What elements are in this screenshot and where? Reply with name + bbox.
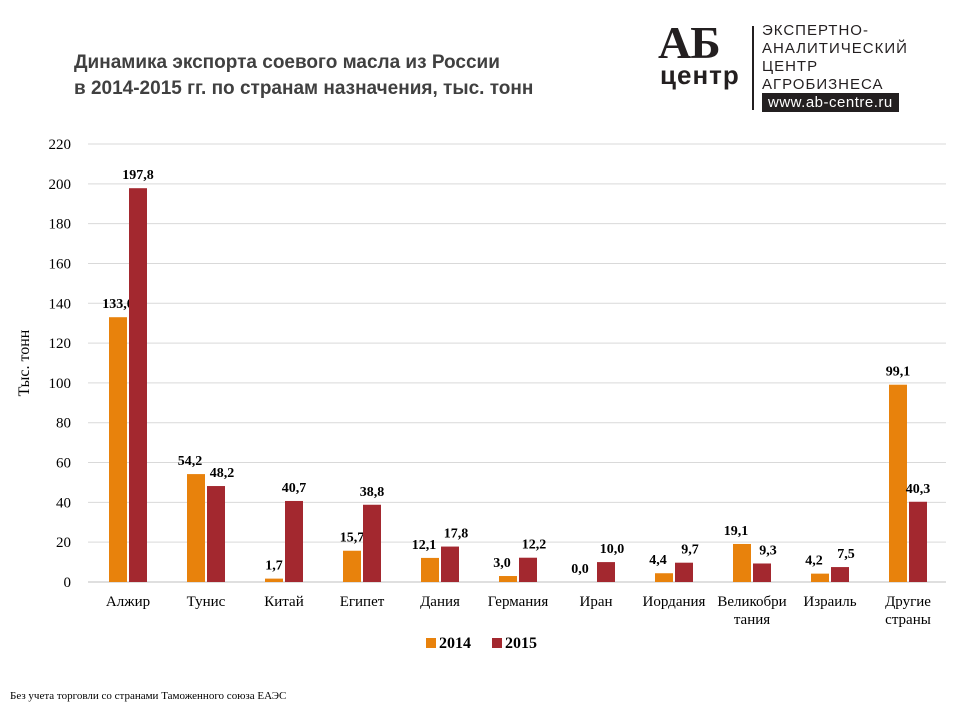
x-tick-label-3-0: Египет: [340, 594, 385, 610]
data-label-2015-5: 12,2: [522, 538, 547, 553]
y-tick-label-100: 100: [49, 376, 72, 392]
legend-swatch-2015: [492, 638, 502, 648]
logo-mark-top: АБ: [658, 17, 721, 68]
data-label-2015-2: 40,7: [282, 481, 307, 496]
legend-swatch-2014: [426, 638, 436, 648]
logo-text: ЭКСПЕРТНО- АНАЛИТИЧЕСКИЙ ЦЕНТР АГРОБИЗНЕ…: [762, 22, 908, 94]
bar-2015-3: [363, 504, 381, 582]
x-tick-label-0-0: Алжир: [106, 594, 150, 610]
logo-url: www.ab-centre.ru: [762, 93, 899, 112]
data-label-2014-4: 12,1: [412, 538, 437, 553]
logo-mark-bottom: центр: [660, 60, 740, 90]
bar-2014-10: [889, 384, 907, 582]
y-tick-label-80: 80: [56, 416, 71, 432]
logo-line-2: АНАЛИТИЧЕСКИЙ: [762, 40, 908, 57]
bar-2014-8: [733, 543, 751, 582]
data-label-2015-9: 7,5: [837, 547, 855, 562]
legend-label-2015: 2015: [505, 635, 537, 652]
y-tick-label-160: 160: [49, 256, 72, 272]
data-label-2014-8: 19,1: [724, 524, 749, 539]
data-label-2014-1: 54,2: [178, 454, 203, 469]
data-label-2015-3: 38,8: [360, 485, 385, 500]
y-tick-label-200: 200: [49, 177, 72, 193]
data-label-2015-7: 9,7: [681, 543, 699, 558]
bar-2015-5: [519, 557, 537, 582]
data-label-2015-6: 10,0: [600, 542, 625, 557]
x-tick-label-5-0: Германия: [488, 594, 549, 610]
x-tick-label-8-1: тания: [734, 612, 770, 628]
y-tick-label-220: 220: [49, 137, 72, 153]
bar-2015-4: [441, 546, 459, 582]
bar-2014-9: [811, 573, 829, 582]
x-tick-label-10-0: Другие: [885, 594, 931, 610]
data-label-2014-9: 4,2: [805, 554, 823, 569]
bar-2014-5: [499, 576, 517, 582]
y-tick-label-0: 0: [64, 575, 72, 591]
x-tick-label-8-0: Великобри: [717, 594, 786, 610]
logo-divider: [752, 26, 754, 110]
bar-2014-1: [187, 474, 205, 582]
data-label-2015-8: 9,3: [759, 543, 777, 558]
data-label-2015-1: 48,2: [210, 466, 235, 481]
ab-centre-logo: АБ центр ЭКСПЕРТНО- АНАЛИТИЧЕСКИЙ ЦЕНТР …: [656, 17, 926, 114]
chart-title: Динамика экспорта соевого масла из Росси…: [74, 50, 634, 102]
y-tick-label-20: 20: [56, 535, 71, 551]
y-tick-label-40: 40: [56, 495, 71, 511]
bar-2015-7: [675, 562, 693, 582]
data-label-2014-0: 133,0: [102, 297, 134, 312]
bar-2015-9: [831, 567, 849, 582]
data-label-2014-2: 1,7: [265, 559, 283, 574]
y-tick-label-60: 60: [56, 456, 71, 472]
bar-2015-0: [129, 188, 147, 582]
bar-2015-6: [597, 562, 615, 582]
data-label-2014-10: 99,1: [886, 365, 911, 380]
logo-line-3: ЦЕНТР: [762, 58, 819, 75]
data-label-2014-5: 3,0: [493, 556, 511, 571]
x-tick-label-2-0: Китай: [264, 594, 303, 610]
bar-2014-7: [655, 573, 673, 582]
x-tick-label-7-0: Иордания: [643, 594, 706, 610]
logo-line-1: ЭКСПЕРТНО-: [762, 22, 869, 39]
y-axis-label: Тыс. тонн: [16, 329, 33, 396]
y-tick-label-120: 120: [49, 336, 72, 352]
data-label-2014-6: 0,0: [571, 562, 589, 577]
data-label-2015-4: 17,8: [444, 527, 469, 542]
bar-2014-2: [265, 578, 283, 582]
bar-2015-10: [909, 501, 927, 582]
data-label-2014-7: 4,4: [649, 553, 667, 568]
bar-2015-1: [207, 486, 225, 582]
x-tick-label-1-0: Тунис: [187, 594, 226, 610]
logo-mark: АБ центр: [656, 17, 752, 98]
data-label-2015-10: 40,3: [906, 482, 931, 497]
data-label-2015-0: 197,8: [122, 168, 154, 183]
bar-2014-4: [421, 557, 439, 582]
legend-label-2014: 2014: [439, 635, 471, 652]
bar-2014-3: [343, 550, 361, 582]
x-tick-label-9-0: Израиль: [803, 594, 856, 610]
x-tick-label-10-1: страны: [885, 612, 931, 628]
bar-2014-0: [109, 317, 127, 582]
bar-2015-8: [753, 563, 771, 582]
x-tick-label-4-0: Дания: [420, 594, 460, 610]
logo-line-4: АГРОБИЗНЕСА: [762, 76, 884, 93]
title-line-2: в 2014-2015 гг. по странам назначения, т…: [74, 78, 534, 99]
y-tick-label-140: 140: [49, 296, 72, 312]
y-tick-label-180: 180: [49, 217, 72, 233]
bar-2015-2: [285, 500, 303, 582]
data-label-2014-3: 15,7: [340, 531, 365, 546]
title-line-1: Динамика экспорта соевого масла из Росси…: [74, 52, 500, 73]
x-tick-label-6-0: Иран: [579, 594, 612, 610]
footnote: Без учета торговли со странами Таможенно…: [10, 690, 287, 702]
